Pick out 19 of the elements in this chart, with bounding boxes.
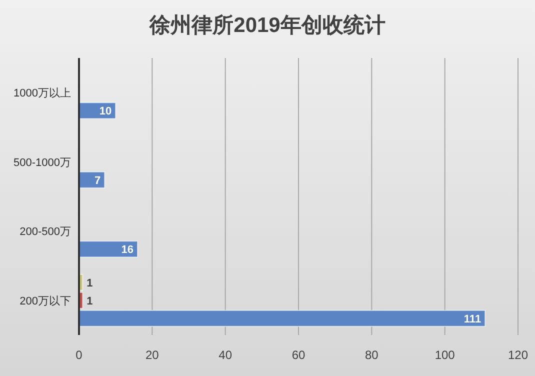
x-tick-label: 120 xyxy=(508,348,528,362)
y-tick-label: 500-1000万 xyxy=(14,156,71,169)
data-label: 1 xyxy=(86,277,93,290)
y-tick-label: 200万以下 xyxy=(20,294,71,308)
x-tick-label: 80 xyxy=(364,348,379,362)
x-tick-label: 0 xyxy=(76,348,83,362)
chart-title: 徐州律所2019年创收统计 xyxy=(148,13,386,37)
x-tick-label: 20 xyxy=(145,348,160,362)
data-label: 1 xyxy=(86,295,93,308)
x-tick-label: 60 xyxy=(292,348,306,362)
data-label: 111 xyxy=(464,313,482,326)
data-label: 7 xyxy=(94,174,101,187)
x-tick-label: 40 xyxy=(218,348,232,362)
y-tick-label: 1000万以上 xyxy=(14,86,71,100)
data-label: 10 xyxy=(99,106,112,118)
x-tick-label: 100 xyxy=(434,348,456,362)
y-tick-label: 200-500万 xyxy=(20,226,71,238)
bar xyxy=(78,240,138,258)
data-label: 16 xyxy=(121,244,134,256)
